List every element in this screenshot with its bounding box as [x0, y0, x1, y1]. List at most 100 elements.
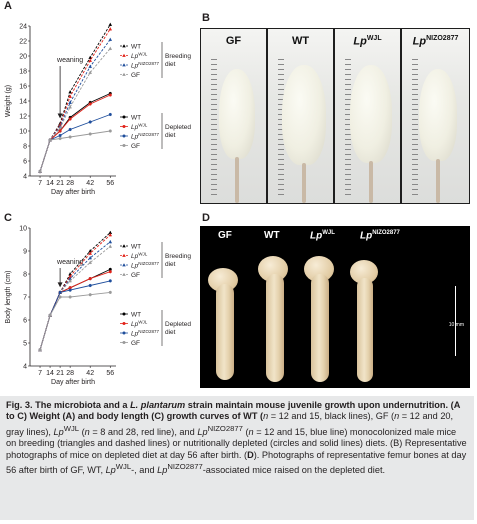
y-tick-label: 22	[19, 39, 27, 46]
y-tick-label: 4	[23, 364, 27, 371]
data-point-circle	[108, 113, 112, 116]
data-point-circle	[68, 135, 72, 139]
legend-marker	[122, 125, 126, 128]
data-point-circle	[88, 102, 92, 106]
x-tick-label: 14	[46, 180, 54, 187]
x-tick-label: 42	[86, 370, 94, 377]
legend-label-gf: GF	[131, 340, 140, 347]
legend-marker	[122, 63, 126, 67]
y-tick-label: 8	[23, 144, 27, 151]
legend-label-wt: WT	[131, 44, 141, 51]
data-point-circle	[48, 313, 52, 317]
ruler	[278, 59, 284, 199]
legend-marker	[122, 134, 126, 138]
mouse-tail	[235, 157, 239, 203]
legend-label-nizo2877: LpNIZO2877	[131, 329, 159, 338]
x-tick-label: 28	[66, 180, 74, 187]
mouse-tail	[302, 163, 306, 203]
data-point-circle	[88, 284, 92, 287]
mouse-body	[282, 65, 326, 165]
y-tick-label: 6	[23, 159, 27, 166]
data-point-circle	[58, 295, 62, 299]
data-point-circle	[88, 120, 92, 124]
series-line-depleted-wjl	[39, 94, 111, 172]
legend-label-nizo2877: LpNIZO2877	[131, 261, 159, 270]
data-point-circle	[68, 117, 72, 121]
data-point-triangle	[88, 251, 92, 255]
legend-marker	[122, 341, 126, 344]
legend-marker	[122, 115, 126, 119]
mouse-photo-wt: WT	[268, 29, 333, 203]
data-point-circle	[108, 279, 112, 283]
data-point-circle	[68, 288, 72, 292]
data-point-triangle	[88, 64, 92, 68]
data-point-circle	[68, 286, 72, 290]
mouse-tail	[369, 161, 373, 203]
legend-diet-depleted: diet	[165, 329, 176, 336]
data-point-triangle	[108, 240, 113, 244]
data-point-circle	[108, 93, 112, 97]
mouse-photo-lp-nizo2877: LpNIZO2877	[402, 29, 469, 203]
y-tick-label: 14	[19, 99, 27, 106]
legend-diet-breeding: Breeding	[165, 53, 191, 60]
y-tick-label: 4	[23, 174, 27, 181]
data-point-circle	[108, 270, 112, 274]
panel-label-d: D	[202, 212, 210, 224]
y-tick-label: 8	[23, 272, 27, 279]
data-point-circle	[58, 290, 62, 294]
data-point-circle	[58, 134, 62, 137]
series-line-breeding-nizo2877	[39, 241, 111, 351]
y-tick-label: 9	[23, 249, 27, 256]
mouse-body	[419, 69, 457, 161]
panel-label-a: A	[4, 0, 12, 12]
legend-diet-breeding: diet	[165, 61, 176, 68]
x-tick-label: 7	[38, 370, 42, 377]
data-point-triangle	[68, 94, 72, 98]
y-tick-label: 7	[23, 295, 27, 302]
data-point-triangle	[88, 256, 92, 260]
legend-marker	[122, 72, 126, 76]
data-point-circle	[108, 290, 112, 294]
x-tick-label: 14	[46, 370, 54, 377]
figure-caption: Fig. 3. The microbiota and a L. plantaru…	[0, 396, 474, 520]
femur-bone-wt	[266, 274, 284, 382]
mouse-label-gf: GF	[225, 35, 242, 47]
series-line-breeding-wjl	[39, 28, 111, 172]
data-point-triangle	[68, 274, 72, 278]
legend-label-wjl: LpWJL	[131, 252, 148, 261]
data-point-circle	[68, 295, 72, 299]
femur-bone-gf	[216, 284, 234, 380]
legend-label-nizo2877: LpNIZO2877	[131, 132, 159, 141]
weaning-annotation: weaning	[56, 57, 83, 64]
legend-marker	[122, 263, 126, 267]
series-line-breeding-gf	[39, 48, 111, 172]
data-point-triangle	[58, 126, 62, 130]
y-tick-label: 24	[19, 24, 27, 31]
data-point-triangle	[108, 233, 113, 237]
weaning-arrowhead	[57, 282, 63, 288]
panel-label-c: C	[4, 212, 12, 224]
legend-marker	[122, 312, 126, 316]
legend-label-gf: GF	[131, 272, 140, 279]
data-point-triangle	[88, 55, 92, 59]
y-tick-label: 20	[19, 54, 27, 61]
series-line-depleted-gf	[39, 291, 111, 351]
data-point-triangle	[108, 46, 113, 50]
x-tick-label: 42	[86, 180, 94, 187]
mouse-tail	[436, 159, 440, 203]
data-point-circle	[88, 132, 92, 136]
femur-bone-lp-nizo2877	[357, 278, 373, 382]
y-tick-label: 6	[23, 318, 27, 325]
series-line-depleted-wt	[39, 268, 111, 351]
ruler	[345, 59, 351, 199]
data-point-triangle	[108, 230, 113, 234]
data-point-triangle	[68, 279, 72, 283]
series-line-depleted-gf	[39, 130, 111, 172]
legend-diet-breeding: diet	[165, 261, 176, 268]
mouse-photo-lp-wjl: LpWJL	[335, 29, 400, 203]
femur-label-lp-wjl: LpWJL	[310, 230, 335, 242]
legend-marker	[122, 253, 126, 257]
mouse-photo-gf: GF	[201, 29, 266, 203]
data-point-circle	[108, 267, 112, 271]
